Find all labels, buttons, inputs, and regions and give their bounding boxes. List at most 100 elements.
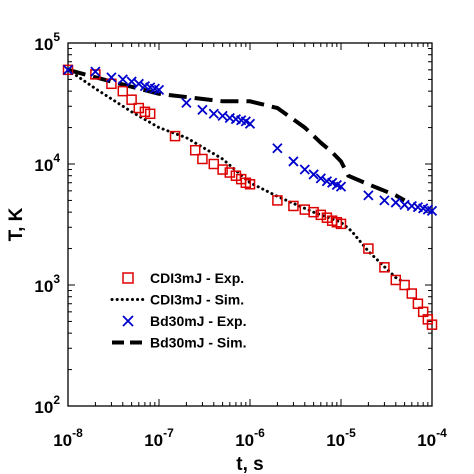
data-point-square (90, 69, 101, 80)
data-point-x (117, 74, 128, 85)
data-point-x (363, 190, 374, 201)
x-axis-title: t, s (236, 454, 263, 474)
y-tick-label: 103 (34, 272, 60, 296)
x-tick-exponent: -6 (254, 426, 265, 440)
data-point-square (144, 108, 156, 120)
legend-swatch-x (122, 315, 134, 327)
legend-label: CDI3mJ - Exp. (150, 270, 244, 286)
x-tick-label: 10-8 (53, 426, 83, 450)
data-point-x (426, 205, 438, 216)
data-point-x (197, 104, 208, 116)
data-point-square (169, 130, 181, 142)
y-tick-base: 10 (34, 156, 53, 175)
legend-label: Bd30mJ - Exp. (150, 313, 246, 329)
data-point-square (379, 262, 390, 273)
series-3 (67, 67, 406, 203)
data-point-square (217, 164, 228, 175)
data-point-x (153, 84, 165, 95)
data-point-x (288, 156, 299, 167)
data-point-square (62, 64, 74, 76)
series-2 (62, 64, 438, 216)
data-point-x (126, 76, 137, 87)
legend-label: Bd30mJ - Sim. (150, 335, 246, 351)
data-point-square (308, 206, 319, 218)
data-point-square (224, 167, 236, 178)
data-point-square (189, 144, 201, 156)
legend: CDI3mJ - Exp. CDI3mJ - Sim. Bd30mJ - Exp. B… (110, 270, 246, 351)
legend-label: CDI3mJ - Sim. (150, 292, 244, 308)
data-point-square (139, 106, 151, 118)
data-point-x (390, 197, 401, 208)
data-point-square (399, 279, 410, 291)
x-tick-base: 10 (235, 431, 254, 450)
data-point-x (217, 110, 228, 121)
legend-item: Bd30mJ - Sim. (112, 335, 246, 351)
data-point-x (181, 97, 192, 109)
data-point-square (106, 78, 117, 90)
x-tick-base: 10 (417, 431, 436, 450)
y-tick-base: 10 (34, 277, 53, 296)
data-point-x (90, 66, 101, 77)
data-point-x (299, 164, 310, 175)
x-tick-exponent: -7 (163, 426, 174, 440)
y-tick-label: 104 (34, 151, 60, 175)
data-point-square (315, 209, 327, 221)
y-tick-label: 102 (34, 393, 60, 417)
x-tick-exponent: -4 (436, 426, 447, 440)
data-point-square (406, 288, 418, 299)
data-point-square (363, 243, 374, 254)
series-line (67, 67, 406, 203)
data-point-square (288, 200, 299, 212)
series-layer (62, 64, 438, 330)
x-axis-ticks: 10-8 10-7 10-6 10-5 10-4 (53, 43, 447, 450)
series-0 (62, 64, 438, 330)
legend-swatch-square (122, 272, 134, 284)
x-tick-label: 10-6 (235, 426, 265, 450)
y-tick-base: 10 (34, 398, 53, 417)
x-tick-label: 10-5 (326, 426, 356, 450)
legend-item: CDI3mJ - Exp. (122, 270, 244, 286)
data-point-square (244, 179, 256, 190)
plot-frame (67, 42, 433, 407)
x-tick-base: 10 (144, 431, 163, 450)
x-tick-exponent: -5 (345, 426, 356, 440)
x-tick-label: 10-4 (417, 426, 447, 450)
data-point-x (244, 118, 256, 129)
x-tick-base: 10 (326, 431, 345, 450)
data-point-square (321, 212, 333, 223)
data-point-square (426, 319, 438, 330)
x-tick-label: 10-7 (144, 426, 174, 450)
y-tick-base: 10 (34, 35, 53, 54)
legend-item: Bd30mJ - Exp. (122, 313, 246, 329)
data-point-square (117, 85, 129, 97)
data-point-square (126, 94, 137, 105)
x-tick-base: 10 (53, 431, 72, 450)
data-point-square (335, 218, 347, 230)
data-point-square (197, 153, 208, 165)
data-point-x (133, 78, 144, 89)
y-tick-exponent: 4 (53, 151, 60, 165)
series-1 (66, 68, 407, 284)
y-tick-exponent: 3 (53, 272, 60, 286)
y-tick-exponent: 5 (53, 30, 60, 44)
x-tick-exponent: -8 (72, 426, 83, 440)
data-point-x (62, 64, 74, 75)
series-line (66, 68, 407, 284)
data-point-x (315, 173, 326, 184)
y-tick-label: 105 (34, 30, 60, 54)
data-point-square (272, 195, 283, 206)
legend-item: CDI3mJ - Sim. (110, 292, 244, 308)
data-point-square (208, 158, 220, 170)
data-point-x (106, 72, 117, 83)
data-point-x (272, 143, 283, 154)
data-point-square (230, 170, 242, 181)
data-point-square (412, 298, 424, 309)
y-axis-title: T, K (6, 207, 27, 241)
data-point-x (335, 181, 347, 192)
data-point-x (379, 195, 390, 206)
plot-border (67, 42, 433, 407)
y-tick-exponent: 2 (53, 393, 60, 407)
data-point-x (208, 108, 219, 119)
